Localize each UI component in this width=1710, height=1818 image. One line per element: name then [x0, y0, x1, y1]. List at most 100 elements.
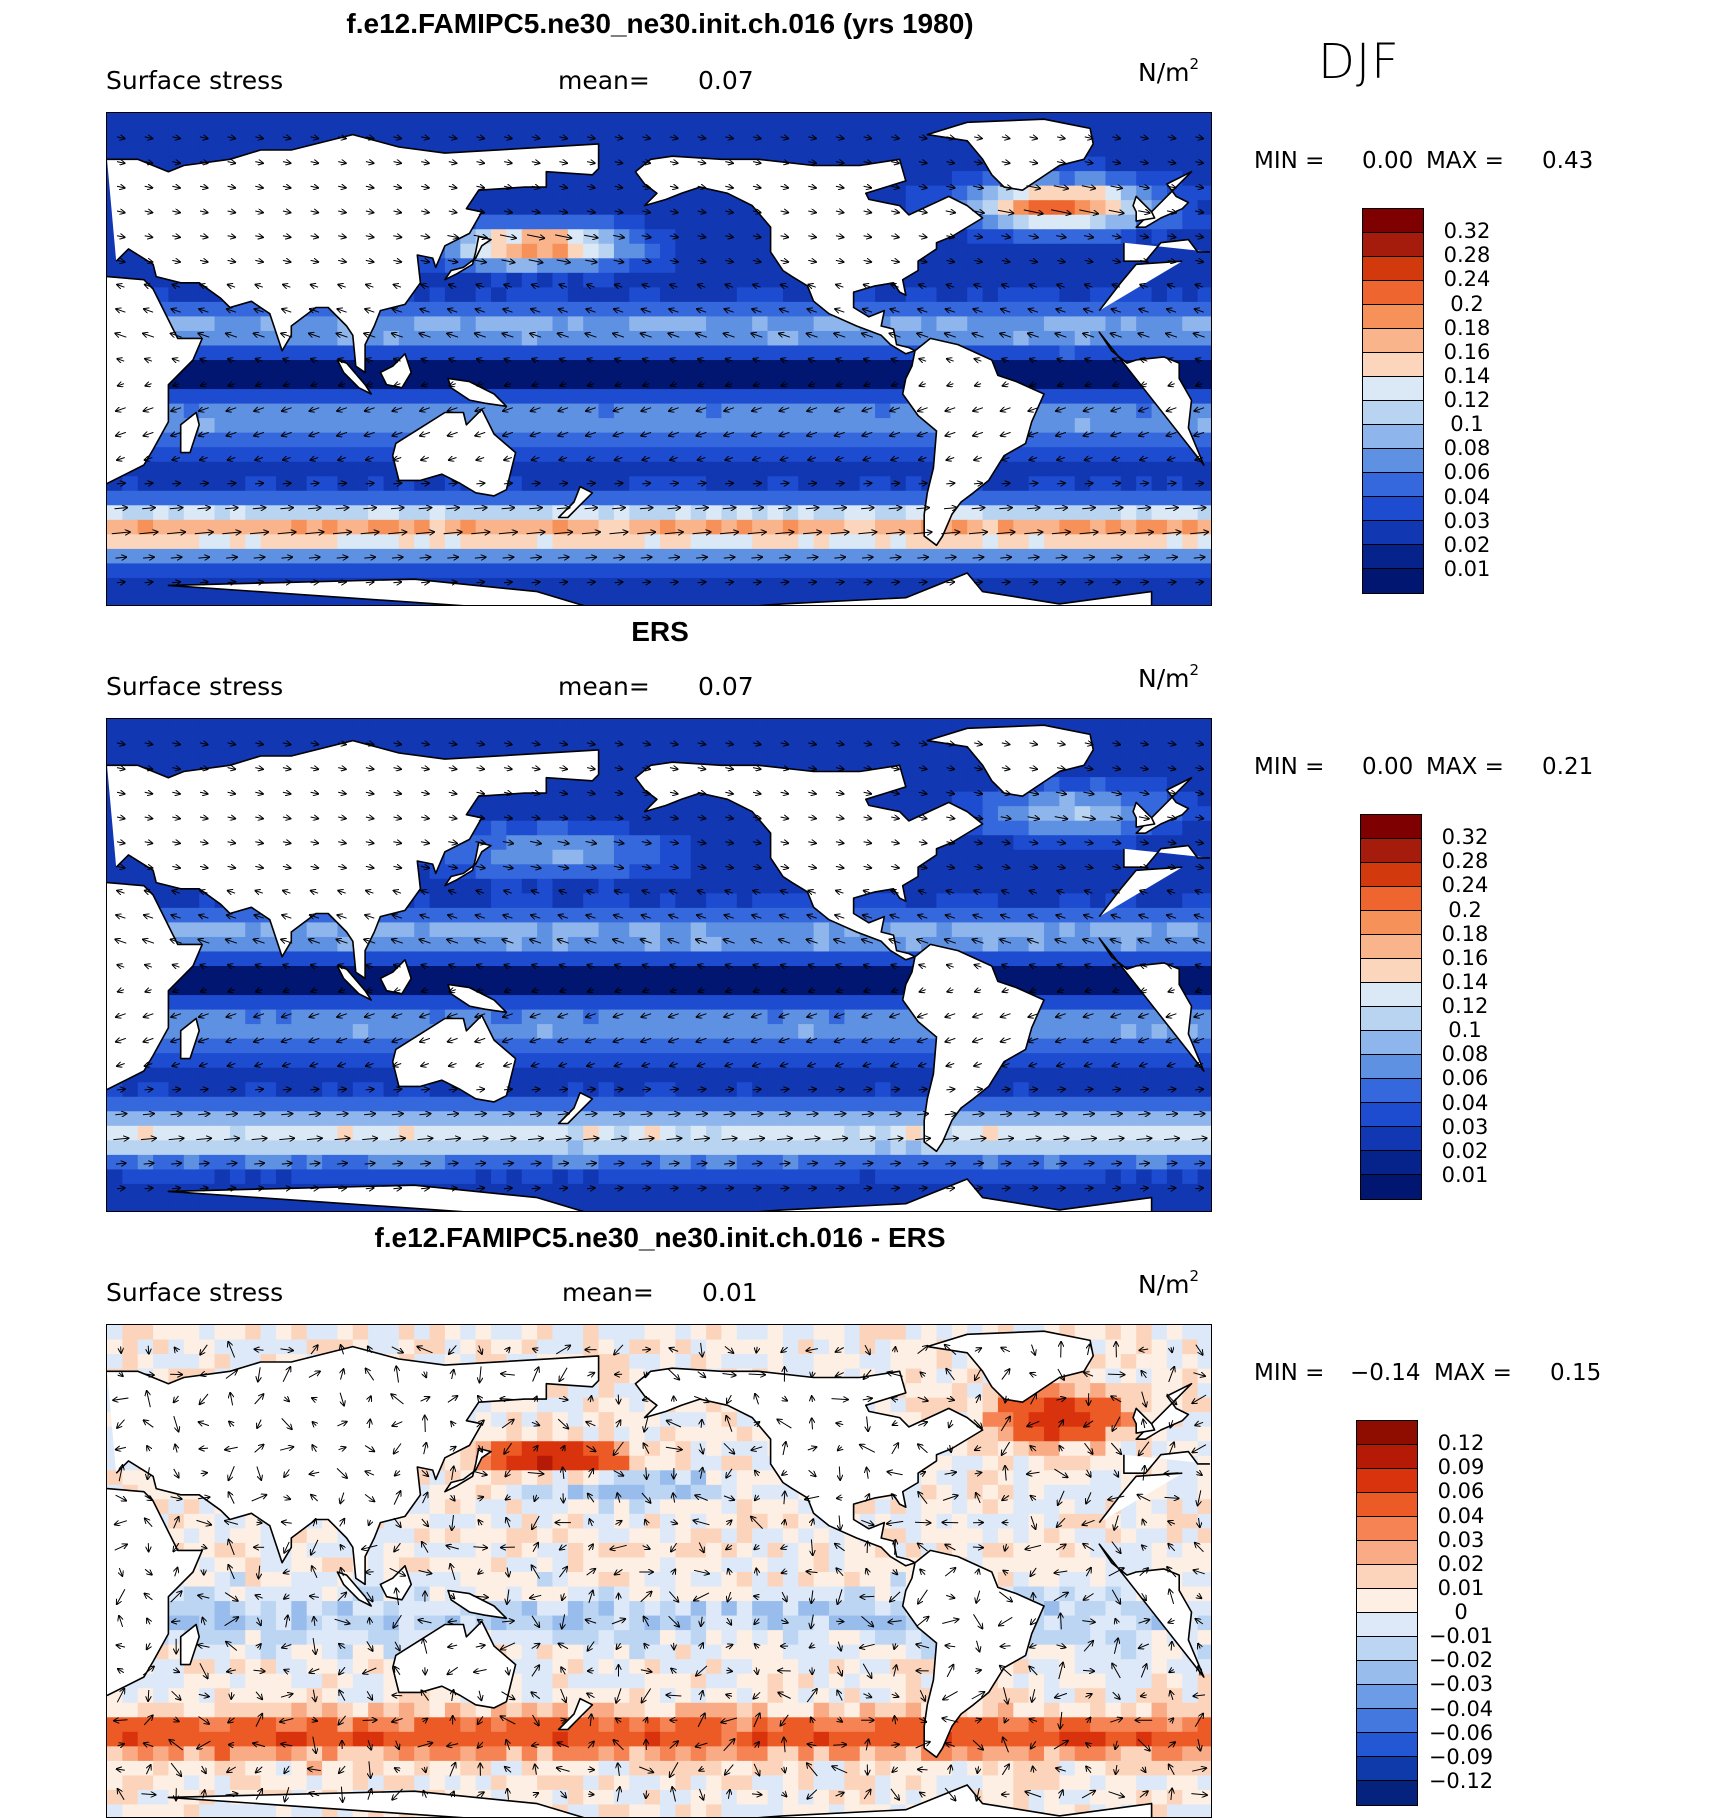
field-cell	[951, 893, 968, 909]
field-cell	[153, 592, 170, 605]
field-cell	[721, 374, 738, 390]
field-cell	[229, 995, 246, 1011]
field-cell	[229, 142, 246, 158]
field-cell	[967, 287, 984, 303]
field-cell	[1182, 345, 1199, 361]
field-cell	[1166, 490, 1183, 506]
field-cell	[521, 127, 538, 143]
field-cell	[813, 360, 830, 376]
colorbar-tick-label: 0.04	[1443, 484, 1491, 509]
field-cell	[844, 476, 861, 492]
field-cell	[214, 592, 231, 605]
field-cell	[690, 229, 707, 245]
field-cell	[629, 287, 646, 303]
field-cell	[1151, 563, 1168, 579]
field-cell	[122, 476, 139, 492]
field-cell	[1013, 936, 1030, 953]
field-cell	[629, 592, 646, 605]
field-cell	[921, 777, 938, 793]
field-cell	[552, 849, 569, 865]
field-cell	[721, 360, 738, 376]
field-cell	[275, 345, 292, 361]
field-cell	[660, 719, 676, 735]
field-cell	[506, 127, 523, 143]
field-cell	[537, 418, 554, 434]
field-cell	[660, 127, 676, 143]
field-cell	[844, 733, 861, 749]
field-cell	[767, 951, 784, 967]
field-cell	[936, 113, 953, 129]
field-cell	[721, 592, 738, 605]
field-cell	[721, 447, 738, 463]
field-cell	[583, 864, 600, 880]
field-cell	[660, 966, 676, 982]
field-cell	[383, 922, 400, 938]
field-cell	[444, 907, 461, 924]
field-cell	[153, 563, 170, 579]
field-cell	[1197, 374, 1211, 390]
field-cell	[721, 719, 738, 735]
field-cell	[567, 229, 584, 245]
field-cell	[1059, 1038, 1076, 1054]
field-cell	[1197, 777, 1211, 793]
field-cell	[1197, 171, 1211, 187]
field-cell	[537, 330, 554, 347]
field-cell	[567, 403, 584, 419]
field-cell	[598, 171, 615, 187]
field-cell	[1090, 156, 1107, 172]
field-cell	[552, 563, 569, 579]
field-cell	[398, 922, 415, 938]
field-cell	[183, 505, 200, 521]
field-cell	[1105, 1024, 1122, 1040]
field-cell	[537, 548, 554, 565]
field-cell	[414, 389, 431, 405]
field-cell	[1197, 951, 1211, 967]
field-cell	[260, 966, 277, 982]
field-cell	[905, 733, 922, 749]
field-cell	[183, 592, 200, 605]
field-cell	[1182, 577, 1199, 594]
field-cell	[1105, 777, 1122, 793]
field-cell	[598, 733, 615, 749]
field-cell	[644, 142, 661, 158]
field-cell	[997, 461, 1014, 477]
field-cell	[598, 389, 615, 405]
field-cell	[706, 548, 723, 565]
field-cell	[1182, 461, 1199, 477]
field-cell	[1197, 156, 1211, 172]
field-cell	[921, 432, 938, 448]
field-cell	[598, 330, 615, 347]
field-cell	[982, 272, 999, 288]
field-cell	[491, 418, 507, 434]
field-cell	[736, 403, 753, 419]
field-cell	[1197, 389, 1211, 405]
field-cell	[1136, 548, 1153, 565]
field-cell	[598, 995, 615, 1011]
panel-1-title: f.e12.FAMIPC5.ne30_ne30.init.ch.016 (yrs…	[346, 8, 974, 39]
field-cell	[306, 719, 323, 735]
field-cell	[782, 360, 799, 376]
field-cell	[1059, 389, 1076, 405]
field-cell	[1151, 577, 1168, 594]
field-cell	[275, 360, 292, 376]
field-cell	[675, 592, 692, 605]
field-cell	[997, 287, 1014, 303]
field-cell	[1197, 345, 1211, 361]
field-cell	[967, 762, 984, 778]
field-cell	[368, 951, 385, 967]
field-cell	[1197, 719, 1211, 735]
field-cell	[1059, 447, 1076, 463]
field-cell	[921, 113, 938, 129]
field-cell	[168, 127, 185, 143]
field-cell	[1074, 171, 1091, 187]
field-cell	[936, 907, 953, 924]
field-cell	[844, 490, 861, 506]
field-cell	[1028, 287, 1045, 303]
field-cell	[567, 171, 584, 187]
field-cell	[629, 1009, 646, 1025]
field-cell	[690, 272, 707, 288]
field-cell	[598, 719, 615, 735]
field-cell	[613, 345, 630, 361]
field-cell	[1182, 316, 1199, 332]
field-cell	[275, 534, 292, 550]
